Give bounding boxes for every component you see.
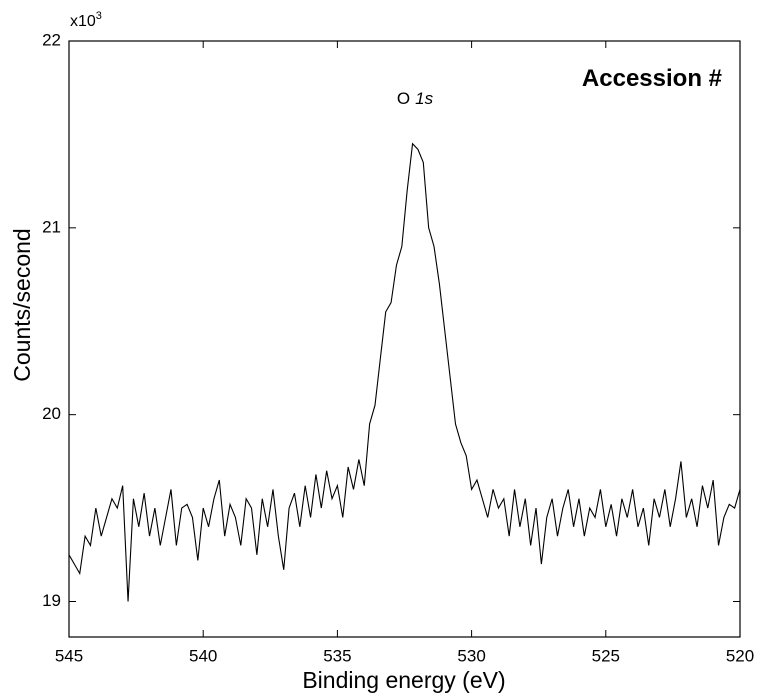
x-tick-label: 530 <box>457 646 485 665</box>
y-scale-exponent: 3 <box>96 10 102 22</box>
y-scale-label: x103 <box>70 10 102 30</box>
y-axis-title: Counts/second <box>9 228 35 381</box>
y-tick-label: 19 <box>42 591 61 610</box>
x-tick-label: 525 <box>592 646 620 665</box>
x-tick-label: 540 <box>189 646 217 665</box>
x-tick-label: 535 <box>323 646 351 665</box>
y-tick-label: 21 <box>42 217 61 236</box>
annotation: Accession # <box>582 65 722 92</box>
plot-frame <box>68 40 741 638</box>
x-tick-label: 520 <box>726 646 754 665</box>
y-tick-label: 20 <box>42 404 61 423</box>
peak-label: O 1s <box>397 89 434 108</box>
y-tick-label: 22 <box>42 30 61 49</box>
x-axis-title: Binding energy (eV) <box>302 667 505 693</box>
x-tick-label: 545 <box>55 646 83 665</box>
peak-element: O <box>397 89 410 108</box>
y-scale-base: x10 <box>70 13 96 30</box>
spectrum-line <box>68 142 741 602</box>
peak-orbital: 1s <box>415 89 433 108</box>
